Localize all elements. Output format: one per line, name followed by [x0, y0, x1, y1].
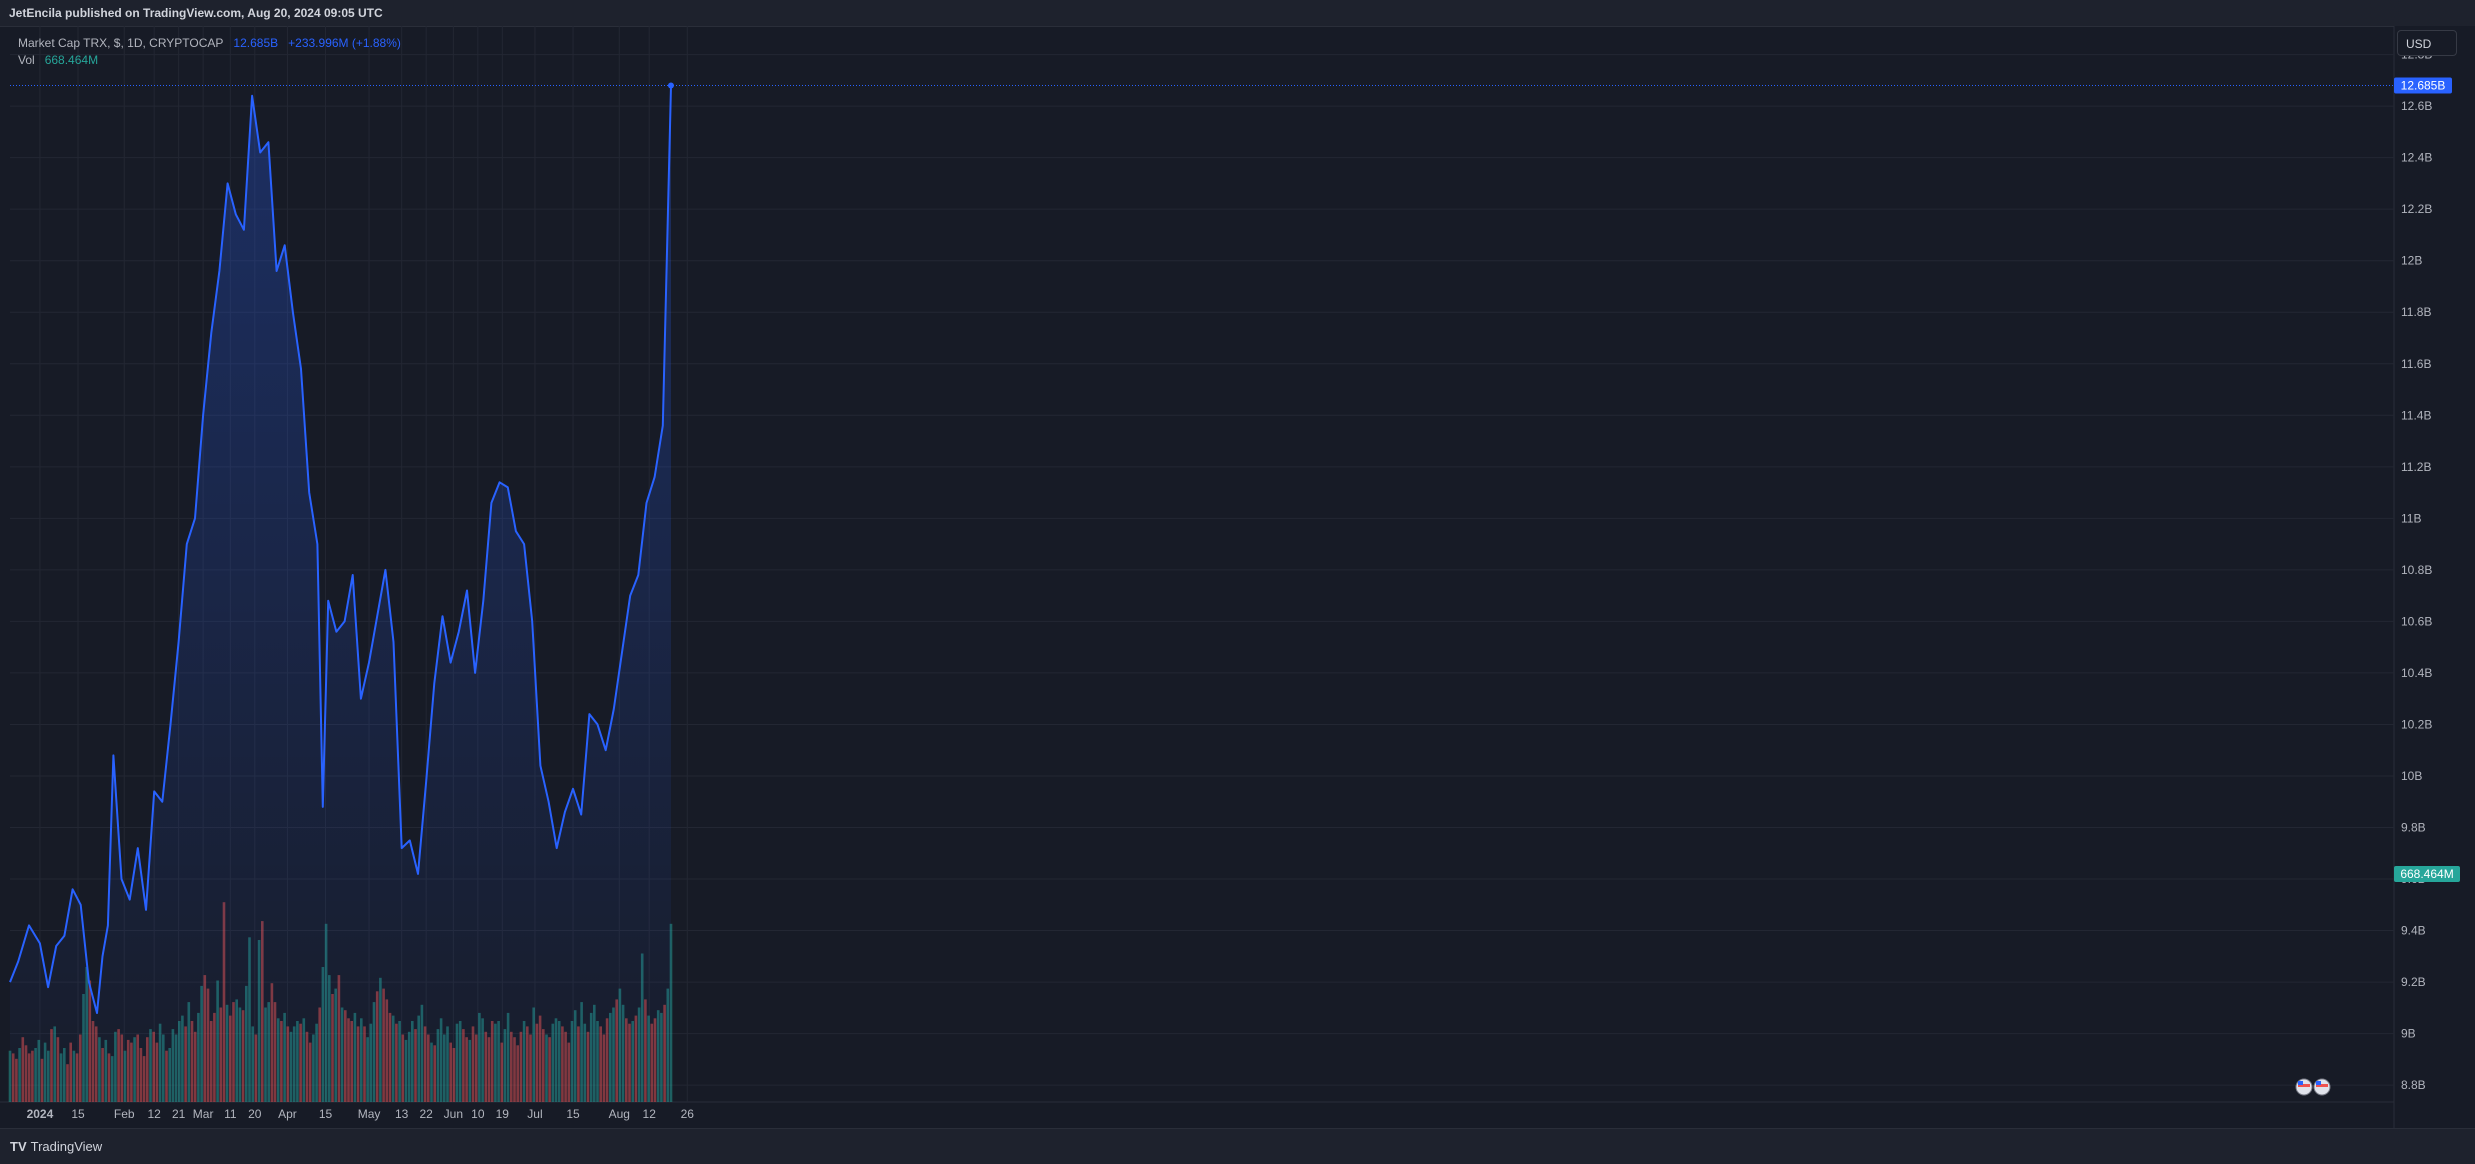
x-tick-label: Jun: [444, 1107, 463, 1121]
y-tick-label: 10B: [2401, 769, 2422, 783]
legend-value: 12.685B: [233, 36, 279, 50]
x-tick-label: Apr: [278, 1107, 297, 1121]
x-tick-label: 15: [566, 1107, 580, 1121]
x-tick-label: 13: [395, 1107, 409, 1121]
price-line: [9, 85, 672, 1014]
last-price-dot: [667, 82, 674, 89]
footer-bar: TV TradingView: [0, 1128, 2475, 1164]
y-tick-label: 11.8B: [2401, 305, 2431, 319]
y-tick-label: 12.4B: [2401, 151, 2432, 165]
y-tick-label: 9.4B: [2401, 924, 2426, 938]
x-tick-label: 10: [471, 1107, 485, 1121]
market-cap-chart[interactable]: 8.8B9B9.2B9.4B9.6B9.8B10B10.2B10.4B10.6B…: [0, 26, 2475, 1128]
us-flag-canton-icon: [2316, 1081, 2321, 1085]
us-flag-stripe-icon: [2316, 1084, 2328, 1087]
publisher-bar: JetEncila published on TradingView.com, …: [0, 0, 2475, 27]
tradingview-logo-icon: TV: [10, 1139, 27, 1154]
price-area-fill: [10, 85, 671, 1102]
x-tick-label: 21: [172, 1107, 186, 1121]
x-tick-label: 12: [643, 1107, 657, 1121]
y-tick-label: 9.8B: [2401, 820, 2426, 834]
last-price-label: 12.685B: [2401, 79, 2446, 93]
last-volume-label: 668.464M: [2400, 867, 2453, 881]
currency-button[interactable]: USD: [2397, 30, 2457, 56]
x-tick-label: Mar: [193, 1107, 214, 1121]
price-axis-panel: [2394, 26, 2475, 1128]
y-tick-label: 11.6B: [2401, 357, 2431, 371]
last-volume-label-bg: [2394, 866, 2460, 882]
us-flag-stripe-icon: [2298, 1084, 2310, 1087]
x-tick-label: May: [358, 1107, 381, 1121]
tradingview-brand-label: TradingView: [30, 1139, 103, 1154]
x-tick-label: 22: [419, 1107, 433, 1121]
x-tick-label: 12: [147, 1107, 161, 1121]
y-tick-label: 8.8B: [2401, 1078, 2426, 1092]
x-tick-label: 15: [319, 1107, 333, 1121]
y-tick-label: 11B: [2401, 511, 2421, 525]
legend-vol-value: 668.464M: [44, 53, 99, 67]
y-tick-label: 10.2B: [2401, 717, 2432, 731]
chart-legend: Market Cap TRX, $, 1D, CRYPTOCAP 12.685B…: [18, 35, 401, 69]
last-price-label-bg: [2394, 77, 2452, 94]
x-tick-label: 20: [248, 1107, 262, 1121]
legend-vol-label[interactable]: Vol: [18, 53, 35, 67]
x-tick-label: 15: [71, 1107, 85, 1121]
legend-change: +233.996M (+1.88%): [288, 36, 401, 50]
y-tick-label: 10.4B: [2401, 666, 2432, 680]
y-tick-label: 11.2B: [2401, 460, 2431, 474]
y-tick-label: 10.8B: [2401, 563, 2432, 577]
x-tick-label: 2024: [27, 1107, 54, 1121]
y-tick-label: 9B: [2401, 1027, 2416, 1041]
x-tick-label: 11: [224, 1107, 237, 1121]
x-tick-label: Jul: [527, 1107, 542, 1121]
y-tick-label: 9.2B: [2401, 975, 2426, 989]
legend-symbol-row: Market Cap TRX, $, 1D, CRYPTOCAP 12.685B…: [18, 35, 401, 52]
y-tick-label: 11.4B: [2401, 408, 2431, 422]
y-tick-label: 12.6B: [2401, 99, 2432, 113]
x-tick-label: Aug: [609, 1107, 630, 1121]
y-tick-label: 12.2B: [2401, 202, 2432, 216]
us-flag-canton-icon: [2298, 1081, 2303, 1085]
publisher-text: JetEncila published on TradingView.com, …: [9, 6, 383, 20]
x-tick-label: 19: [496, 1107, 510, 1121]
tradingview-brand[interactable]: TV TradingView: [10, 1139, 102, 1154]
legend-volume-row: Vol 668.464M: [18, 52, 401, 69]
x-tick-label: 26: [681, 1107, 695, 1121]
x-tick-label: Feb: [114, 1107, 135, 1121]
legend-symbol[interactable]: Market Cap TRX, $, 1D, CRYPTOCAP: [18, 36, 224, 50]
y-tick-label: 10.6B: [2401, 614, 2432, 628]
y-tick-label: 12B: [2401, 254, 2422, 268]
